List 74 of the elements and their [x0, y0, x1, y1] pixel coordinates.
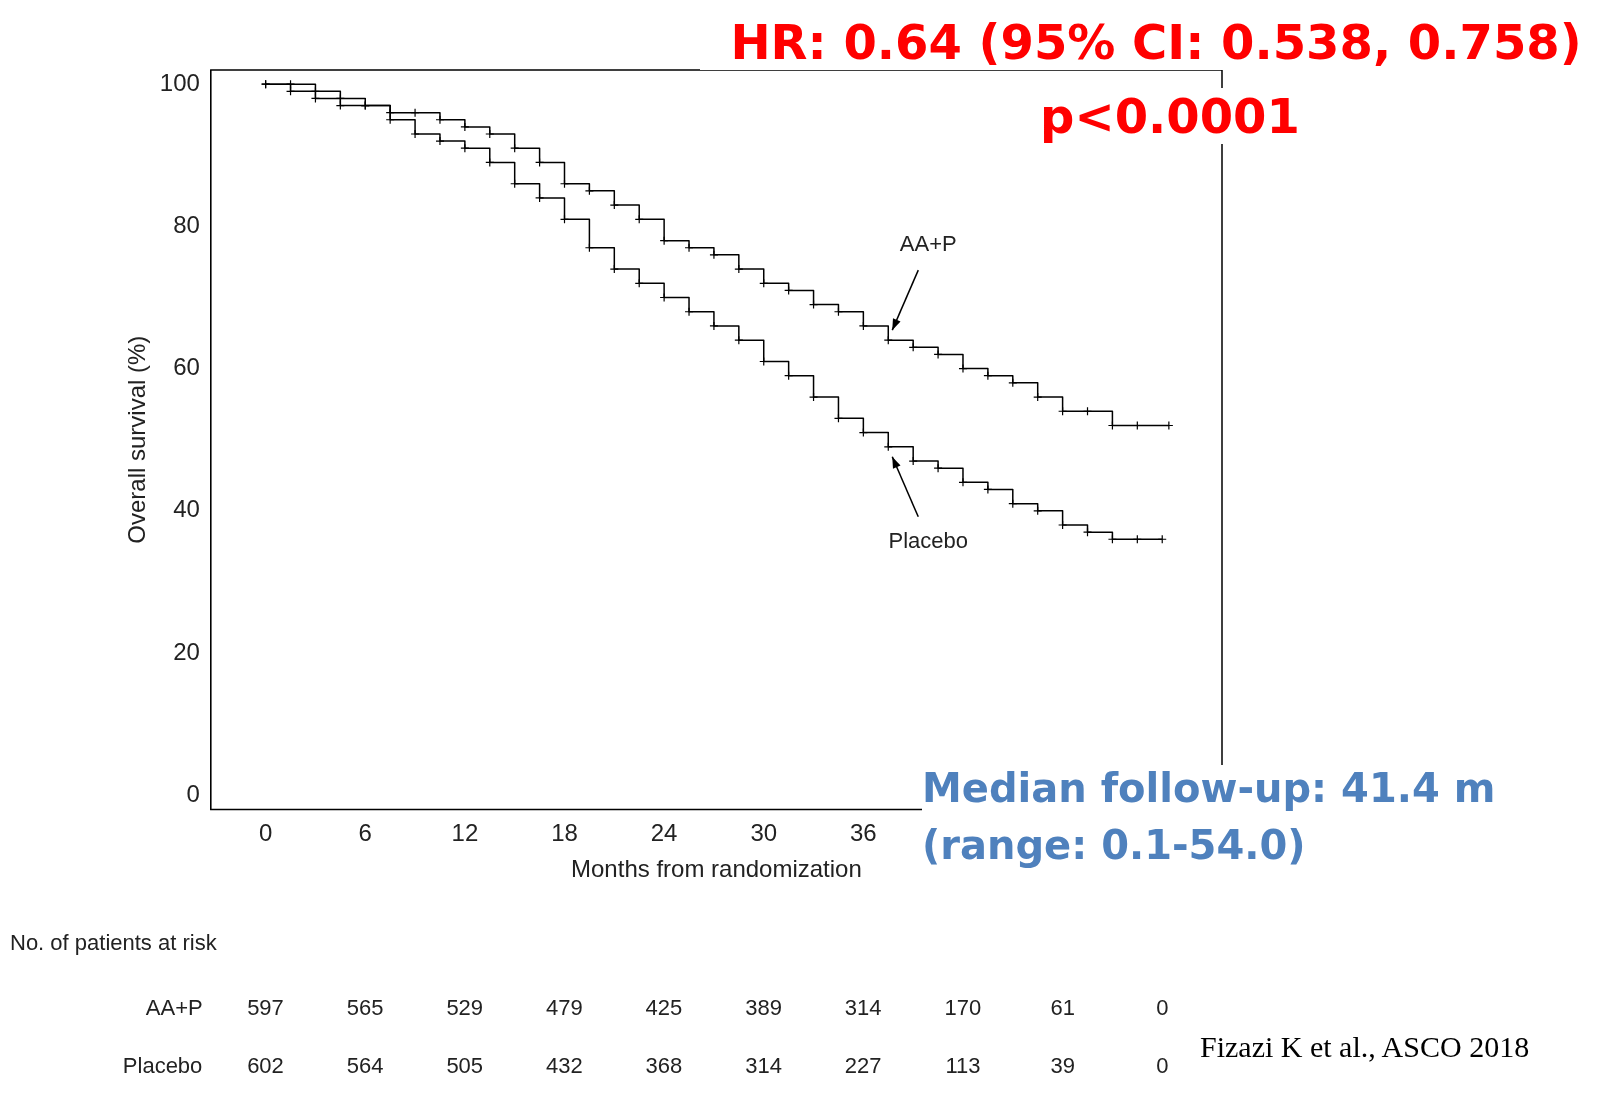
x-tick-label: 18	[551, 819, 578, 847]
x-tick-label: 36	[850, 819, 877, 847]
point	[584, 186, 594, 196]
text: Fizazi K et al., ASCO 2018	[1200, 1030, 1530, 1064]
text: AA+P	[145, 995, 203, 1021]
text: 565	[346, 995, 384, 1021]
chart-title: HR: 0.64 (95% CI: 0.538, 0.758)	[700, 14, 1612, 70]
x-tick-label: 12	[451, 819, 479, 847]
point	[1058, 520, 1068, 530]
text: 0	[1156, 1053, 1169, 1079]
text: 314	[844, 995, 882, 1021]
x-axis-title: Months from randomization	[571, 855, 862, 883]
annotation: Median follow-up: 41.4 m	[922, 765, 1496, 811]
text: 597	[247, 995, 284, 1021]
text: 61	[1050, 995, 1076, 1021]
y-tick-label: 40	[173, 495, 200, 523]
text: 564	[346, 1053, 384, 1079]
point	[684, 307, 694, 317]
point	[534, 193, 545, 203]
point	[460, 143, 470, 153]
point	[983, 484, 993, 495]
text: 113	[945, 1053, 981, 1079]
point	[684, 243, 694, 253]
point	[410, 129, 420, 139]
point	[858, 321, 868, 331]
point	[933, 349, 943, 359]
y-tick-label: 0	[186, 779, 200, 807]
x-tick-label: 30	[750, 819, 778, 847]
point	[958, 477, 968, 487]
text: 170	[944, 995, 982, 1021]
text: 389	[745, 995, 782, 1021]
point	[709, 250, 719, 260]
text: 314	[745, 1053, 782, 1079]
point	[908, 456, 918, 466]
text: AA+P	[899, 231, 957, 257]
text: 425	[645, 995, 683, 1021]
point	[1033, 392, 1043, 402]
point	[709, 321, 719, 331]
point	[958, 364, 968, 374]
point	[410, 108, 420, 118]
series-label: Placebo	[888, 527, 969, 553]
point	[435, 115, 445, 125]
text: 227	[844, 1053, 882, 1079]
text: 39	[1050, 1053, 1076, 1079]
y-tick-label: 80	[173, 211, 200, 239]
point	[609, 200, 619, 210]
point	[808, 392, 819, 402]
point	[659, 236, 669, 246]
point	[983, 371, 993, 381]
text: No. of patients at risk	[10, 930, 217, 956]
point	[933, 463, 943, 473]
chart-subtitle: p<0.0001	[1020, 88, 1320, 144]
text: 0	[1156, 995, 1169, 1021]
y-tick-label: 100	[159, 68, 200, 96]
x-tick-label: 24	[650, 819, 678, 847]
text: 529	[446, 995, 484, 1021]
point	[435, 136, 445, 146]
x-tick-label: 0	[258, 819, 273, 847]
point	[734, 264, 744, 274]
x-tick-label: 6	[358, 819, 372, 847]
text: 479	[545, 995, 583, 1021]
text: Placebo	[122, 1053, 203, 1079]
text: 432	[545, 1053, 583, 1079]
text: 602	[247, 1053, 284, 1079]
text: 368	[645, 1053, 683, 1079]
point	[609, 264, 619, 274]
point	[485, 129, 495, 139]
y-tick-label: 20	[173, 637, 200, 665]
text: (range: 0.1-54.0)	[922, 822, 1306, 868]
point	[460, 122, 470, 132]
point	[1082, 527, 1093, 537]
y-axis-title: Overall survival (%)	[123, 335, 151, 544]
y-tick-label: 60	[173, 353, 200, 381]
text: 505	[446, 1053, 484, 1079]
